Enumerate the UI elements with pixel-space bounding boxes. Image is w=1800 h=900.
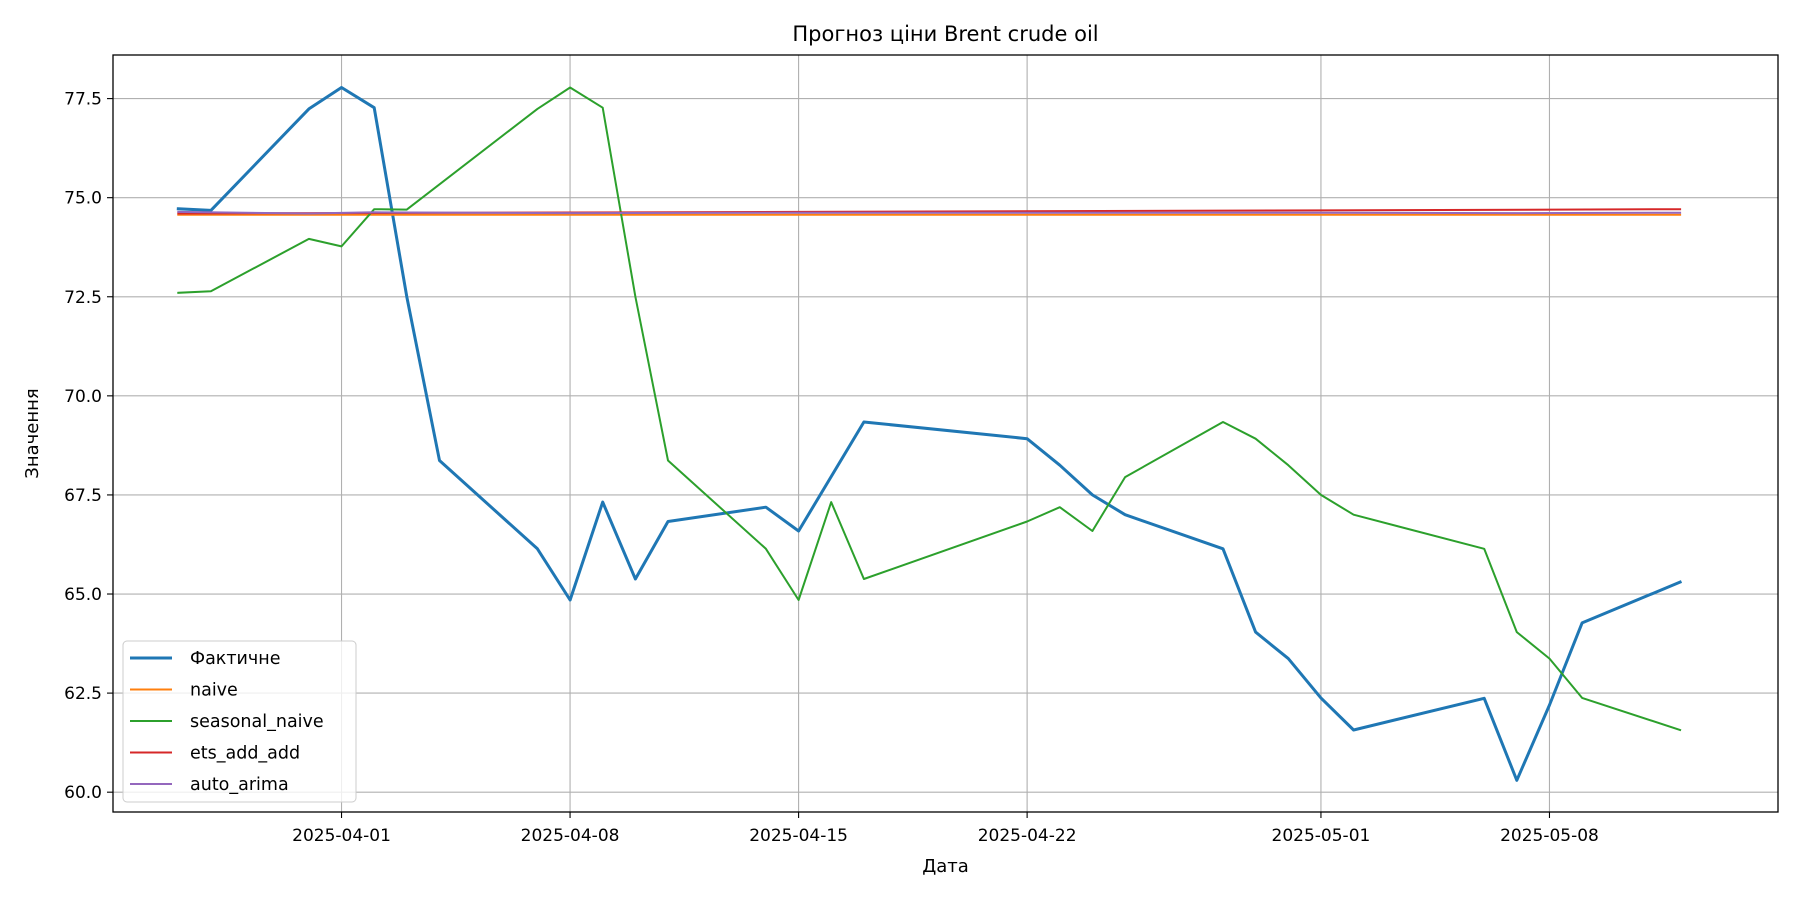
y-tick-label: 77.5 <box>64 90 102 110</box>
x-tick-label: 2025-04-15 <box>749 826 848 846</box>
y-axis: 60.0 62.5 65.0 67.5 70.0 72.5 75.0 77.5 <box>64 90 113 803</box>
legend-entry: Фактичне <box>190 649 280 669</box>
legend: Фактичне naive seasonal_naive ets_add_addau… <box>122 640 357 803</box>
plot-frame <box>112 54 1779 813</box>
y-tick-label: 70.0 <box>64 387 102 407</box>
legend-entry: ets_add_add <box>190 744 300 764</box>
x-axis: 2025-04-01 2025-04-08 2025-04-15 2025-04-22… <box>292 812 1599 846</box>
chart-title: Прогноз ціни Brent crude oil <box>792 22 1098 46</box>
x-tick-label: 2025-04-22 <box>978 826 1077 846</box>
x-tick-label: 2025-05-01 <box>1272 826 1371 846</box>
y-axis-label: Значення <box>22 388 43 478</box>
y-tick-label: 75.0 <box>64 189 102 209</box>
legend-entry: auto_arima <box>190 775 289 795</box>
y-tick-label: 72.5 <box>64 288 102 308</box>
x-tick-label: 2025-04-08 <box>521 826 620 846</box>
x-tick-label: 2025-04-01 <box>292 826 391 846</box>
y-tick-label: 62.5 <box>64 684 102 704</box>
x-axis-label: Дата <box>922 856 969 877</box>
y-tick-label: 65.0 <box>64 585 102 605</box>
x-tick-label: 2025-05-08 <box>1500 826 1599 846</box>
legend-entry: naive <box>190 681 238 701</box>
legend-box <box>122 640 357 803</box>
series-line-auto_arima <box>177 210 1682 215</box>
series-line-seasonal_naive <box>177 86 1682 732</box>
series-line-Фактичне <box>176 86 1683 782</box>
grid <box>113 55 1778 812</box>
legend-entry: seasonal_naive <box>190 712 324 732</box>
series-layer <box>176 86 1683 782</box>
y-tick-label: 67.5 <box>64 486 102 506</box>
y-tick-label: 60.0 <box>64 783 102 803</box>
